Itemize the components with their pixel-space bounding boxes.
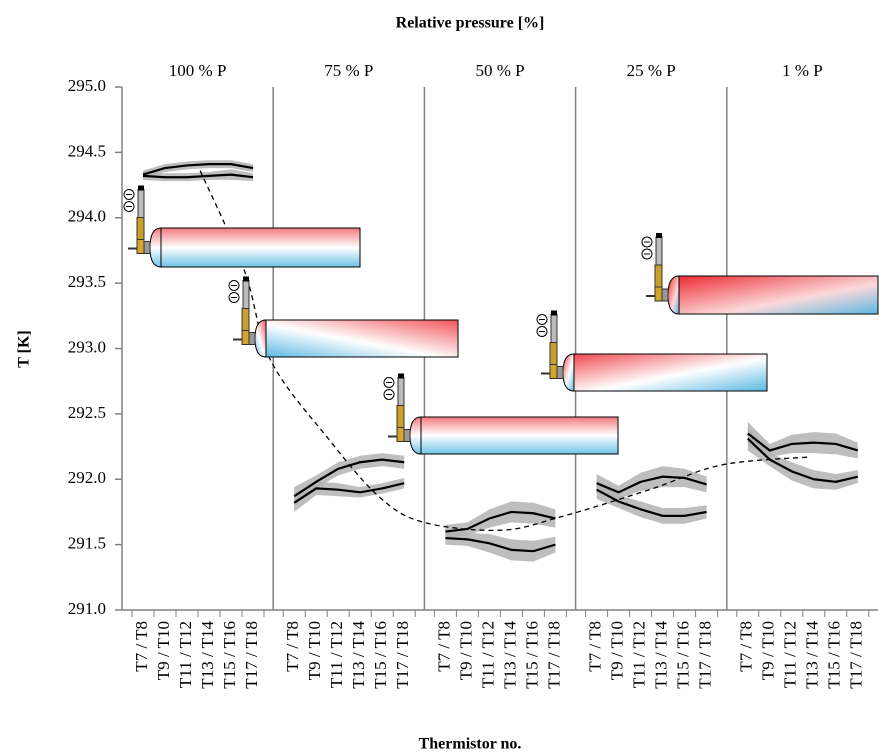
cylinder-neck	[563, 354, 574, 391]
cylinder-body	[265, 320, 458, 357]
y-tick-label: 291.5	[68, 534, 106, 553]
chart: Relative pressure [%] Thermistor no. T […	[0, 0, 879, 755]
x-tick-label: T7 / T8	[283, 621, 302, 672]
x-tick-label: T15 / T16	[220, 621, 239, 689]
panel-label: 25 % P	[627, 61, 676, 80]
valve-collar	[404, 430, 410, 442]
valve-body	[242, 331, 249, 345]
panel-label: 1 % P	[782, 61, 823, 80]
x-tick-label: T9 / T10	[608, 621, 627, 680]
panel-label: 75 % P	[324, 61, 373, 80]
regulator-top	[551, 315, 557, 343]
x-tick-label: T11 / T12	[781, 621, 800, 688]
regulator-top	[243, 281, 249, 309]
gas-cylinder-icon	[124, 186, 360, 268]
y-tick-label: 295.0	[68, 76, 106, 95]
x-tick-label: T11 / T12	[478, 621, 497, 688]
cylinder-body	[420, 417, 618, 454]
x-tick-label: T9 / T10	[305, 621, 324, 680]
x-tick-label: T17 / T18	[696, 621, 715, 689]
y-tick-label: 294.5	[68, 141, 106, 160]
x-tick-label: T17 / T18	[544, 621, 563, 689]
panel-label: 50 % P	[475, 61, 524, 80]
y-tick-label: 293.5	[68, 272, 106, 291]
x-tick-label: T7 / T8	[434, 621, 453, 672]
valve-collar	[557, 367, 563, 379]
gas-cylinder-icon	[537, 311, 767, 392]
x-tick-label: T13 / T14	[500, 621, 519, 689]
x-tick-label: T9 / T10	[154, 621, 173, 680]
cylinder-neck	[668, 276, 679, 314]
x-tick-label: T11 / T12	[327, 621, 346, 688]
x-tick-label: T15 / T16	[674, 621, 693, 689]
x-tick-label: T15 / T16	[522, 621, 541, 689]
cylinder-neck	[410, 417, 421, 454]
x-tick-label: T11 / T12	[176, 621, 195, 688]
regulator-cap	[398, 374, 404, 379]
x-tick-label: T15 / T16	[371, 621, 390, 689]
x-tick-label: T9 / T10	[759, 621, 778, 680]
valve-collar	[249, 333, 255, 345]
x-tick-label: T9 / T10	[456, 621, 475, 680]
valve-body	[397, 428, 404, 442]
regulator-cap	[656, 233, 662, 238]
x-tick-label: T13 / T14	[803, 621, 822, 689]
cylinder-body	[160, 228, 360, 267]
cylinder-neck	[255, 320, 266, 357]
valve-collar	[662, 289, 668, 301]
valve-body	[550, 365, 557, 379]
x-tick-label: T13 / T14	[349, 621, 368, 689]
regulator-top	[138, 190, 144, 218]
regulator-top	[398, 378, 404, 406]
y-tick-label: 292.5	[68, 403, 106, 422]
valve-collar	[144, 242, 150, 254]
y-axis-title: T [K]	[16, 330, 33, 367]
x-tick-label: T17 / T18	[242, 621, 261, 689]
regulator-cap	[138, 186, 144, 191]
x-tick-label: T7 / T8	[586, 621, 605, 672]
regulator	[137, 218, 144, 240]
regulator	[550, 343, 557, 365]
regulator-cap	[551, 311, 557, 316]
cylinder-neck	[150, 228, 161, 267]
regulator	[242, 309, 249, 331]
x-tick-label: T7 / T8	[132, 621, 151, 672]
x-tick-label: T17 / T18	[847, 621, 866, 689]
x-tick-label: T17 / T18	[393, 621, 412, 689]
chart-title: Relative pressure [%]	[396, 15, 545, 32]
x-tick-label: T13 / T14	[198, 621, 217, 689]
x-tick-label: T13 / T14	[652, 621, 671, 689]
valve-body	[655, 287, 662, 301]
x-tick-label: T7 / T8	[737, 621, 756, 672]
valve-body	[137, 240, 144, 254]
regulator-cap	[243, 277, 249, 282]
gas-cylinder-icon	[642, 233, 878, 314]
cylinder-body	[573, 354, 767, 391]
x-tick-label: T11 / T12	[630, 621, 649, 688]
regulator-top	[656, 237, 662, 265]
y-tick-label: 291.0	[68, 599, 106, 618]
cylinder-body	[678, 276, 878, 314]
panel-label: 100 % P	[169, 61, 227, 80]
regulator	[397, 406, 404, 428]
regulator	[655, 265, 662, 287]
x-tick-label: T15 / T16	[825, 621, 844, 689]
y-tick-label: 292.0	[68, 468, 106, 487]
x-axis-title: Thermistor no.	[419, 736, 522, 753]
y-tick-label: 294.0	[68, 207, 106, 226]
y-tick-label: 293.0	[68, 337, 106, 356]
